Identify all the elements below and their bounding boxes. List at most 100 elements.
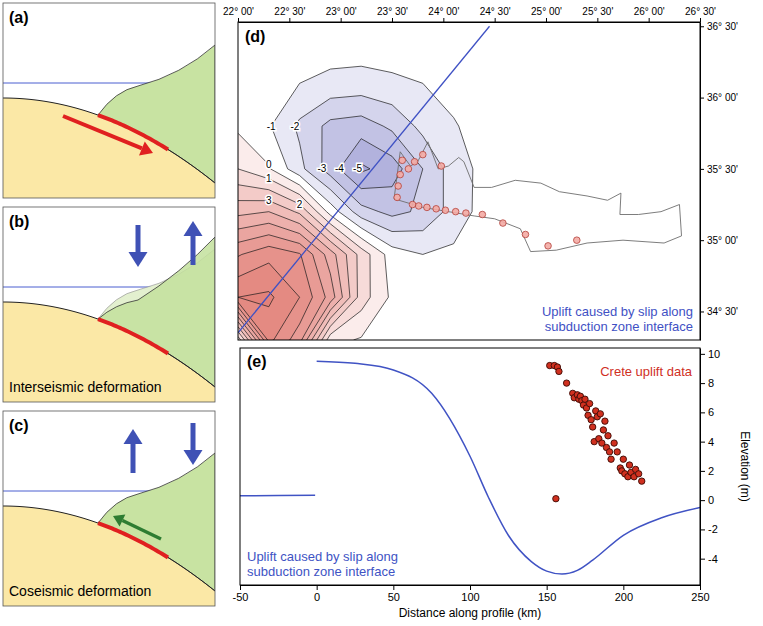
tick-label: 24° 30' xyxy=(480,6,511,17)
tick-label: 100 xyxy=(461,591,479,603)
tick-label: 4 xyxy=(708,436,714,448)
contour-line xyxy=(238,185,357,340)
panel-background xyxy=(3,3,215,198)
text-line: Uplift caused by slip along xyxy=(247,549,398,564)
tick: 36° 00' xyxy=(700,92,738,103)
panel-background xyxy=(3,411,215,606)
contour-label: -4 xyxy=(335,163,344,174)
data-point xyxy=(586,400,592,406)
tick-label: 26° 00' xyxy=(634,6,665,17)
label-patch xyxy=(243,27,267,46)
tick: 50 xyxy=(388,585,400,603)
contour-labels: -5-4-3-2-10123 xyxy=(266,121,362,210)
series-label: Crete uplift data xyxy=(600,364,693,379)
diagram-panel: (a) xyxy=(3,3,215,198)
panel-letter: (c) xyxy=(9,417,29,434)
tick: 200 xyxy=(615,585,633,603)
tick-label: 150 xyxy=(538,591,556,603)
data-point xyxy=(605,433,611,439)
contour-fill xyxy=(238,212,342,340)
uplift-arrow-head xyxy=(124,429,143,444)
tick-label: 34° 30' xyxy=(707,306,738,317)
coastline xyxy=(394,142,681,252)
tick-mark xyxy=(700,442,705,443)
map-panel: 22° 00'22° 30'23° 00'23° 30'24° 00'24° 3… xyxy=(192,6,738,404)
tick-label: 50 xyxy=(388,591,400,603)
contour-fill xyxy=(238,201,350,340)
contour-label: -3 xyxy=(317,163,326,174)
contour-lines xyxy=(238,66,473,340)
panel-letter: (d) xyxy=(245,28,265,45)
axis-line xyxy=(239,22,701,23)
tick-mark xyxy=(700,169,704,170)
axis-line xyxy=(700,23,701,341)
data-point xyxy=(602,418,608,424)
tick-label: 25° 30' xyxy=(582,6,613,17)
contour-label: 2 xyxy=(297,199,303,210)
tick: 0 xyxy=(700,494,714,506)
data-point xyxy=(626,462,632,468)
uplift-site xyxy=(405,166,412,173)
uplift-site xyxy=(433,206,440,213)
tick: 35° 00' xyxy=(700,235,738,246)
tick-label: 200 xyxy=(615,591,633,603)
diagram-panel: (b)Interseismic deformation xyxy=(3,207,215,402)
tick-label: 24° 00' xyxy=(428,6,459,17)
tick: -2 xyxy=(700,523,718,535)
slip-arrow xyxy=(122,521,161,539)
tick-mark xyxy=(700,529,705,530)
y-axis: 34° 30' 35° 00' 35° 30' 36° 00' 36° 30' xyxy=(700,21,738,341)
tick-mark xyxy=(700,26,704,27)
contour-fill xyxy=(238,235,325,340)
tick: 26° 30' xyxy=(685,6,716,22)
tick: 23° 30' xyxy=(377,6,408,22)
tick: 36° 30' xyxy=(700,21,738,32)
uplift-site xyxy=(522,231,529,238)
plot-frame xyxy=(240,348,700,585)
contour-fill xyxy=(238,223,335,340)
data-point xyxy=(556,368,562,374)
tick-mark xyxy=(700,240,704,241)
tick-mark xyxy=(238,18,239,22)
tick-label: 250 xyxy=(691,591,709,603)
tick: 24° 00' xyxy=(428,6,459,22)
uplift-site xyxy=(545,243,552,250)
uplift-site xyxy=(500,220,507,227)
data-point xyxy=(597,411,603,417)
data-point xyxy=(588,416,594,422)
tick-label: 23° 30' xyxy=(377,6,408,17)
tick-mark xyxy=(700,471,705,472)
map-frame xyxy=(238,22,700,340)
diagram-body xyxy=(3,221,215,402)
tick-mark xyxy=(649,18,650,22)
panel-background xyxy=(3,207,215,402)
data-point xyxy=(553,495,559,501)
tick: 35° 30' xyxy=(700,164,738,175)
contour-label: -5 xyxy=(353,163,362,174)
tick: 4 xyxy=(700,436,714,448)
tick-mark xyxy=(546,18,547,22)
tick: 250 xyxy=(691,585,709,603)
x-axis-title: Distance along profile (km) xyxy=(399,606,542,620)
uplift-site xyxy=(409,201,416,208)
uplift-site xyxy=(424,204,431,211)
tick-mark xyxy=(700,412,705,413)
uplift-site xyxy=(463,210,470,217)
text-line: subduction zone interface xyxy=(247,564,395,579)
slip-arrow-head xyxy=(139,141,153,155)
contour-fill xyxy=(238,292,274,307)
tick-mark xyxy=(700,98,704,99)
tick-mark xyxy=(470,585,471,590)
contour-line xyxy=(238,292,274,307)
tick-mark xyxy=(700,383,705,384)
figure: (a)(b)Interseismic deformation(c)Coseism… xyxy=(0,0,763,626)
panel-letter: (e) xyxy=(247,353,267,370)
data-point xyxy=(614,449,620,455)
contour-line xyxy=(322,116,423,216)
model-line xyxy=(240,361,700,574)
tick-mark xyxy=(700,559,705,560)
tick-mark xyxy=(623,585,624,590)
tick: -4 xyxy=(700,553,718,565)
uplift-site xyxy=(574,237,581,244)
contour-label: 0 xyxy=(266,159,272,170)
